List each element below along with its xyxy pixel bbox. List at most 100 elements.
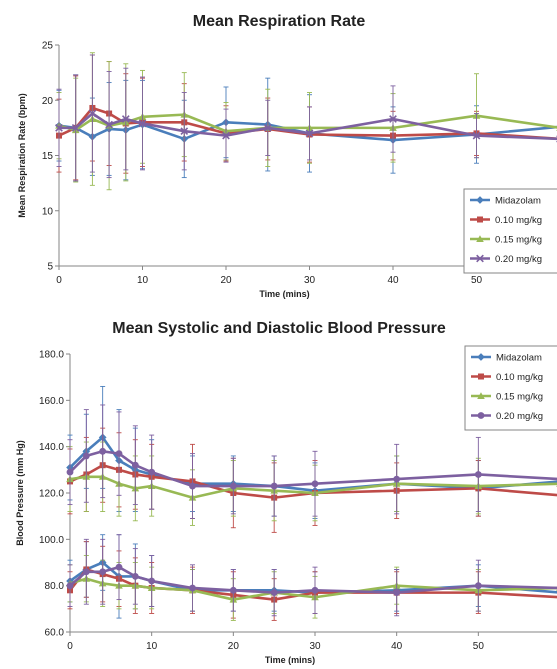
- y-tick-label: 5: [47, 262, 53, 273]
- y-axis-label: Blood Pressure (mm Hg): [15, 440, 25, 546]
- series-0-20-mg-kg: [66, 404, 557, 519]
- data-point: [99, 447, 107, 455]
- data-point: [148, 577, 156, 585]
- legend-item: Midazolam: [470, 196, 541, 207]
- data-point: [115, 450, 123, 458]
- y-tick-label: 160.0: [39, 396, 64, 407]
- y-tick-label: 10: [42, 206, 54, 217]
- data-point: [472, 131, 481, 140]
- y-tick-label: 180.0: [39, 350, 64, 361]
- data-point: [66, 582, 74, 590]
- legend-label: 0.15 mg/kg: [495, 235, 542, 246]
- series-0-20-mg-kg: [66, 534, 557, 617]
- legend-marker: [476, 196, 484, 204]
- data-point: [189, 482, 196, 490]
- data-point: [311, 586, 319, 594]
- legend-label: 0.10 mg/kg: [495, 215, 542, 226]
- series-0-10-mg-kg: [67, 427, 557, 533]
- data-point: [55, 124, 63, 132]
- legend-item: 0.20 mg/kg: [471, 411, 543, 422]
- legend: Midazolam 0.10 mg/kg 0.15 mg/kg 0.20 mg/kg: [463, 188, 557, 274]
- data-point: [311, 480, 319, 488]
- legend-label: Midazolam: [496, 353, 542, 364]
- data-point: [189, 584, 196, 592]
- data-point: [263, 124, 272, 132]
- legend-item: Midazolam: [471, 353, 542, 364]
- x-tick-label: 10: [146, 641, 158, 652]
- x-axis-label: Time (mins): [265, 655, 315, 665]
- x-tick-label: 50: [473, 641, 485, 652]
- y-tick-label: 60.0: [45, 628, 65, 639]
- x-tick-label: 10: [137, 275, 149, 286]
- data-point: [99, 568, 107, 576]
- data-point: [474, 582, 482, 590]
- legend-marker: [478, 373, 484, 380]
- series-0-20-mg-kg: [55, 54, 557, 182]
- legend-label: 0.20 mg/kg: [495, 254, 542, 265]
- legend-item: 0.10 mg/kg: [470, 215, 542, 226]
- series-0-10-mg-kg: [67, 541, 557, 621]
- x-tick-label: 40: [387, 275, 399, 286]
- data-point: [105, 120, 113, 129]
- data-point: [121, 115, 130, 123]
- data-point: [82, 452, 90, 460]
- legend-label: 0.10 mg/kg: [496, 372, 543, 383]
- data-point: [393, 589, 401, 597]
- y-tick-label: 80.0: [45, 581, 65, 592]
- x-tick-label: 20: [228, 641, 240, 652]
- x-tick-label: 20: [220, 275, 232, 286]
- legend: Midazolam 0.10 mg/kg 0.15 mg/kg 0.20 mg/kg: [464, 345, 557, 431]
- data-point: [270, 482, 278, 490]
- data-point: [88, 109, 97, 118]
- data-point: [229, 586, 237, 594]
- legend-label: Midazolam: [495, 196, 541, 207]
- data-point: [131, 573, 139, 580]
- data-point: [270, 589, 278, 597]
- chart-title: Mean Systolic and Diastolic Blood Pressu…: [112, 320, 446, 337]
- legend-label: 0.15 mg/kg: [496, 392, 543, 403]
- chart-title: Mean Respiration Rate: [193, 13, 366, 30]
- legend-marker: [477, 392, 485, 399]
- y-tick-label: 20: [42, 96, 54, 107]
- legend-marker: [476, 235, 484, 242]
- y-tick-label: 100.0: [39, 535, 64, 546]
- data-point: [66, 468, 74, 476]
- x-axis-label: Time (mins): [259, 289, 309, 299]
- x-tick-label: 0: [56, 275, 62, 286]
- data-point: [138, 119, 147, 128]
- legend-item: 0.20 mg/kg: [470, 254, 542, 265]
- data-point: [229, 482, 237, 490]
- legend-label: 0.20 mg/kg: [496, 411, 543, 422]
- data-point: [115, 563, 123, 571]
- data-point: [180, 127, 189, 136]
- data-point: [389, 115, 397, 123]
- x-tick-label: 30: [304, 275, 316, 286]
- x-tick-label: 40: [391, 641, 403, 652]
- y-tick-label: 25: [42, 41, 54, 52]
- legend-item: 0.10 mg/kg: [471, 372, 543, 383]
- legend-marker: [477, 353, 485, 361]
- data-point: [474, 471, 482, 478]
- chart-1: Mean Respiration Rate 5 10 15 20 25 0 10 20 30 40 5…: [17, 13, 557, 299]
- y-tick-label: 120.0: [39, 489, 64, 500]
- y-tick-label: 140.0: [39, 442, 64, 453]
- data-point: [131, 461, 139, 469]
- legend-marker: [476, 254, 484, 263]
- data-point: [222, 131, 230, 140]
- y-tick-label: 15: [42, 151, 54, 162]
- data-point: [82, 568, 90, 576]
- x-tick-label: 50: [471, 275, 483, 286]
- x-tick-label: 30: [309, 641, 321, 652]
- series-0-15-mg-kg: [66, 555, 557, 621]
- y-axis-label: Mean Respiration Rate (bpm): [17, 93, 27, 218]
- legend-marker: [477, 412, 485, 419]
- data-point: [71, 124, 80, 132]
- legend-item: 0.15 mg/kg: [470, 235, 542, 246]
- chart-2: Mean Systolic and Diastolic Blood Pressu…: [15, 320, 557, 665]
- legend-item: 0.15 mg/kg: [471, 392, 543, 403]
- data-point: [305, 129, 314, 138]
- data-point: [393, 475, 401, 483]
- legend-marker: [477, 216, 483, 223]
- x-tick-label: 0: [67, 641, 73, 652]
